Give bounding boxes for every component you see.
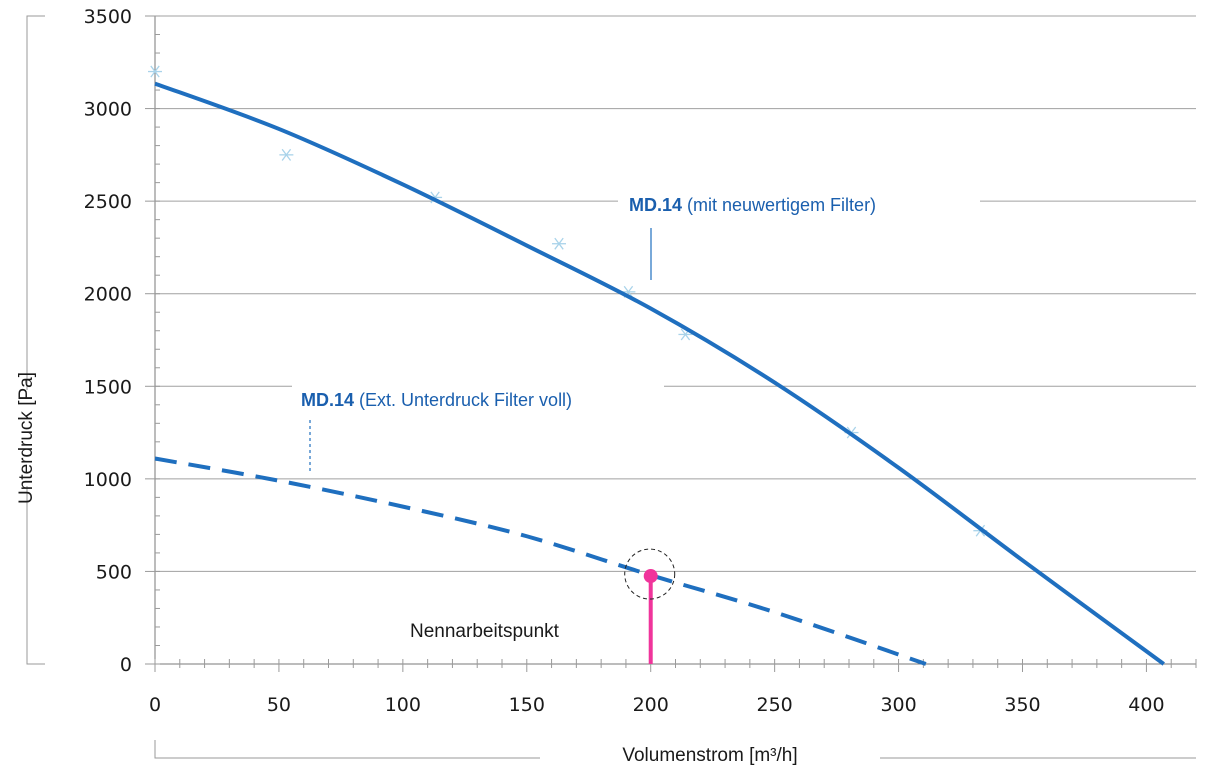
y-tick-label: 500 — [96, 561, 132, 583]
measured-points — [148, 65, 988, 537]
measured-point-stroke — [150, 65, 160, 78]
y-tick-labels: 0 500 1000 1500 2000 2500 3000 3500 — [84, 6, 132, 676]
series-label-name: MD.14 — [301, 390, 354, 410]
annotations: MD.14 (mit neuwertigem Filter)MD.14 (Ext… — [301, 195, 876, 472]
series-label-new-filter: MD.14 (mit neuwertigem Filter) — [629, 195, 876, 215]
measured-point-stroke — [554, 237, 564, 250]
series-label-name: MD.14 — [629, 195, 682, 215]
left-bracket-top — [26, 15, 45, 390]
y-tick-label: 1000 — [84, 469, 132, 491]
x-tick-label: 350 — [1004, 694, 1040, 716]
operating-point: Nennarbeitspunkt — [410, 548, 676, 664]
x-tick-label: 200 — [633, 694, 669, 716]
y-tick-label: 0 — [120, 654, 132, 676]
operating-point-label: Nennarbeitspunkt — [410, 621, 560, 642]
x-tick-label: 400 — [1128, 694, 1164, 716]
y-tick-label: 2500 — [84, 191, 132, 213]
series-label-detail: (Ext. Unterdruck Filter voll) — [354, 390, 572, 410]
x-tick-label: 0 — [149, 694, 161, 716]
frame-brackets — [26, 15, 1196, 759]
y-tick-label: 2000 — [84, 284, 132, 306]
operating-point-marker — [643, 569, 658, 584]
x-axis-title: Volumenstrom [m³/h] — [622, 745, 797, 766]
grid — [155, 15, 1196, 572]
series-line-new-filter — [154, 81, 1165, 666]
series-line-full-filter — [154, 456, 927, 666]
axes — [145, 15, 1197, 672]
x-tick-label: 50 — [267, 694, 291, 716]
y-axis-title: Unterdruck [Pa] — [16, 372, 37, 504]
measured-point-stroke — [430, 191, 440, 204]
y-tick-label: 1500 — [84, 376, 132, 398]
series-label-detail: (mit neuwertigem Filter) — [682, 195, 876, 215]
series-lines — [154, 81, 1165, 666]
x-tick-label: 100 — [385, 694, 421, 716]
series-label-full-filter: MD.14 (Ext. Unterdruck Filter voll) — [301, 390, 572, 410]
x-tick-label: 300 — [880, 694, 916, 716]
x-tick-label: 250 — [757, 694, 793, 716]
measured-point — [279, 148, 294, 161]
y-tick-label: 3500 — [84, 6, 132, 28]
measured-point — [148, 65, 162, 78]
x-tick-labels: 0 50 100 150 200 250 300 350 400 — [149, 694, 1165, 716]
operating-point-highlight — [624, 548, 676, 600]
x-tick-label: 150 — [509, 694, 545, 716]
measured-point-stroke — [281, 148, 292, 161]
bottom-bracket-left — [154, 740, 540, 759]
y-tick-label: 3000 — [84, 99, 132, 121]
left-bracket-bottom — [26, 486, 45, 665]
measured-point — [552, 237, 567, 250]
